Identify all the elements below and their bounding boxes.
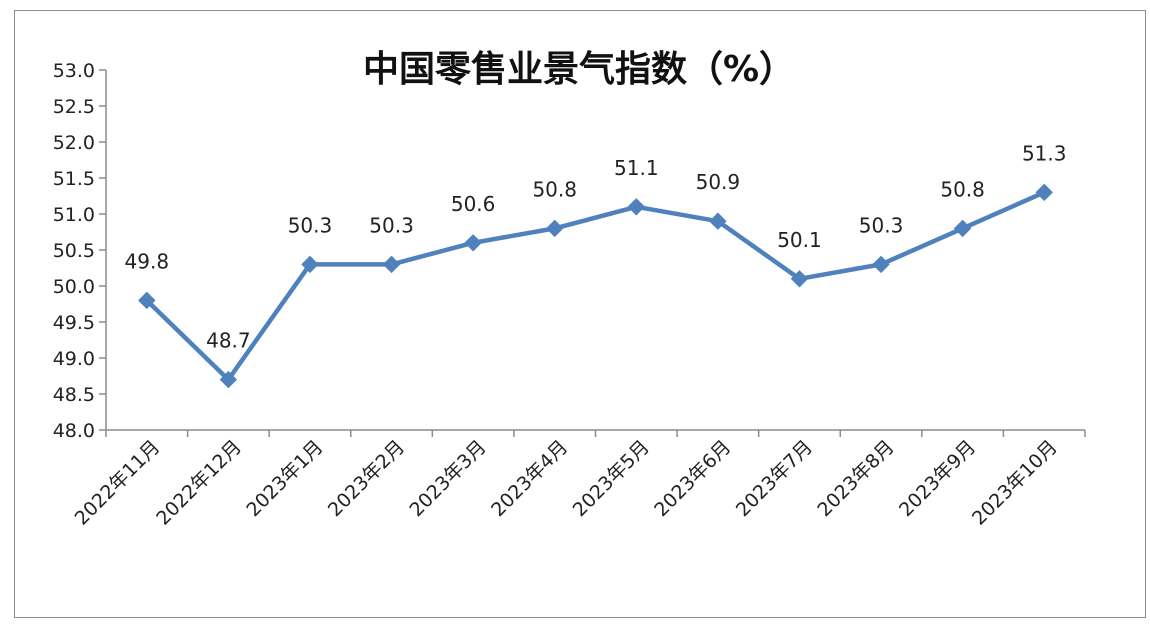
data-point	[464, 234, 482, 252]
y-tick-label: 50.5	[53, 240, 95, 262]
data-label: 50.6	[451, 192, 496, 216]
data-label: 50.3	[859, 213, 904, 237]
y-tick-label: 53.0	[53, 60, 95, 82]
data-label: 50.8	[532, 177, 577, 201]
data-point	[546, 219, 564, 238]
data-point	[872, 255, 890, 274]
data-label: 48.7	[206, 329, 251, 353]
data-point	[790, 270, 809, 288]
y-tick-label: 49.0	[53, 348, 95, 370]
line-chart: 中国零售业景气指数（%） 48.0 48.5 49.0 49.5 50.0 50.5 51.…	[53, 49, 1086, 530]
x-tick-label: 2023年3月	[405, 436, 490, 521]
y-tick-label: 50.0	[53, 276, 95, 298]
y-tick-label: 51.5	[53, 168, 95, 190]
data-point	[709, 212, 727, 230]
x-tick-label: 2023年5月	[569, 436, 654, 521]
x-tick-label: 2022年12月	[152, 436, 246, 530]
y-axis-ticks: 48.0 48.5 49.0 49.5 50.0 50.5 51.0 51.5 52.0 52.5…	[53, 60, 106, 442]
data-point	[953, 219, 972, 238]
data-label: 50.3	[369, 213, 414, 237]
series-markers	[138, 183, 1053, 389]
y-tick-label: 51.0	[53, 204, 95, 226]
data-point	[382, 255, 401, 274]
data-label: 50.3	[288, 213, 333, 237]
data-point	[1035, 183, 1053, 202]
x-tick-label: 2023年7月	[732, 436, 817, 521]
chart-frame: 中国零售业景气指数（%） 48.0 48.5 49.0 49.5 50.0 50.5 51.…	[14, 10, 1146, 618]
data-label: 50.8	[940, 177, 985, 201]
y-tick-label: 48.0	[53, 420, 95, 442]
x-axis-ticks: 2022年11月2022年12月2023年1月2023年2月2023年3月202…	[71, 430, 1086, 530]
series-polyline	[145, 190, 1046, 382]
x-tick-label: 2023年2月	[324, 436, 409, 521]
x-tick-label: 2023年9月	[895, 436, 980, 521]
x-tick-label: 2022年11月	[71, 436, 165, 530]
y-tick-label: 49.5	[53, 312, 95, 334]
chart-title: 中国零售业景气指数（%）	[363, 49, 795, 90]
y-tick-label: 52.5	[53, 96, 95, 118]
axes	[105, 70, 1085, 431]
data-point	[627, 198, 645, 216]
data-label: 50.9	[696, 170, 741, 194]
data-point	[301, 255, 319, 274]
series-line	[145, 190, 1046, 382]
x-tick-label: 2023年6月	[650, 436, 735, 521]
data-label: 51.3	[1022, 141, 1067, 165]
y-tick-label: 48.5	[53, 384, 95, 406]
x-tick-label: 2023年10月	[968, 436, 1062, 530]
data-point	[219, 370, 238, 389]
data-label: 50.1	[777, 228, 822, 252]
data-label: 49.8	[125, 249, 170, 273]
data-labels: 49.8 48.7 50.3 50.3 50.6 50.8 51.1 50.9 50.1 50.3…	[125, 141, 1067, 352]
y-tick-label: 52.0	[53, 132, 95, 154]
x-tick-label: 2023年1月	[242, 436, 327, 521]
data-point	[138, 291, 156, 310]
x-tick-label: 2023年8月	[813, 436, 898, 521]
data-label: 51.1	[614, 156, 659, 180]
x-tick-label: 2023年4月	[487, 436, 572, 521]
